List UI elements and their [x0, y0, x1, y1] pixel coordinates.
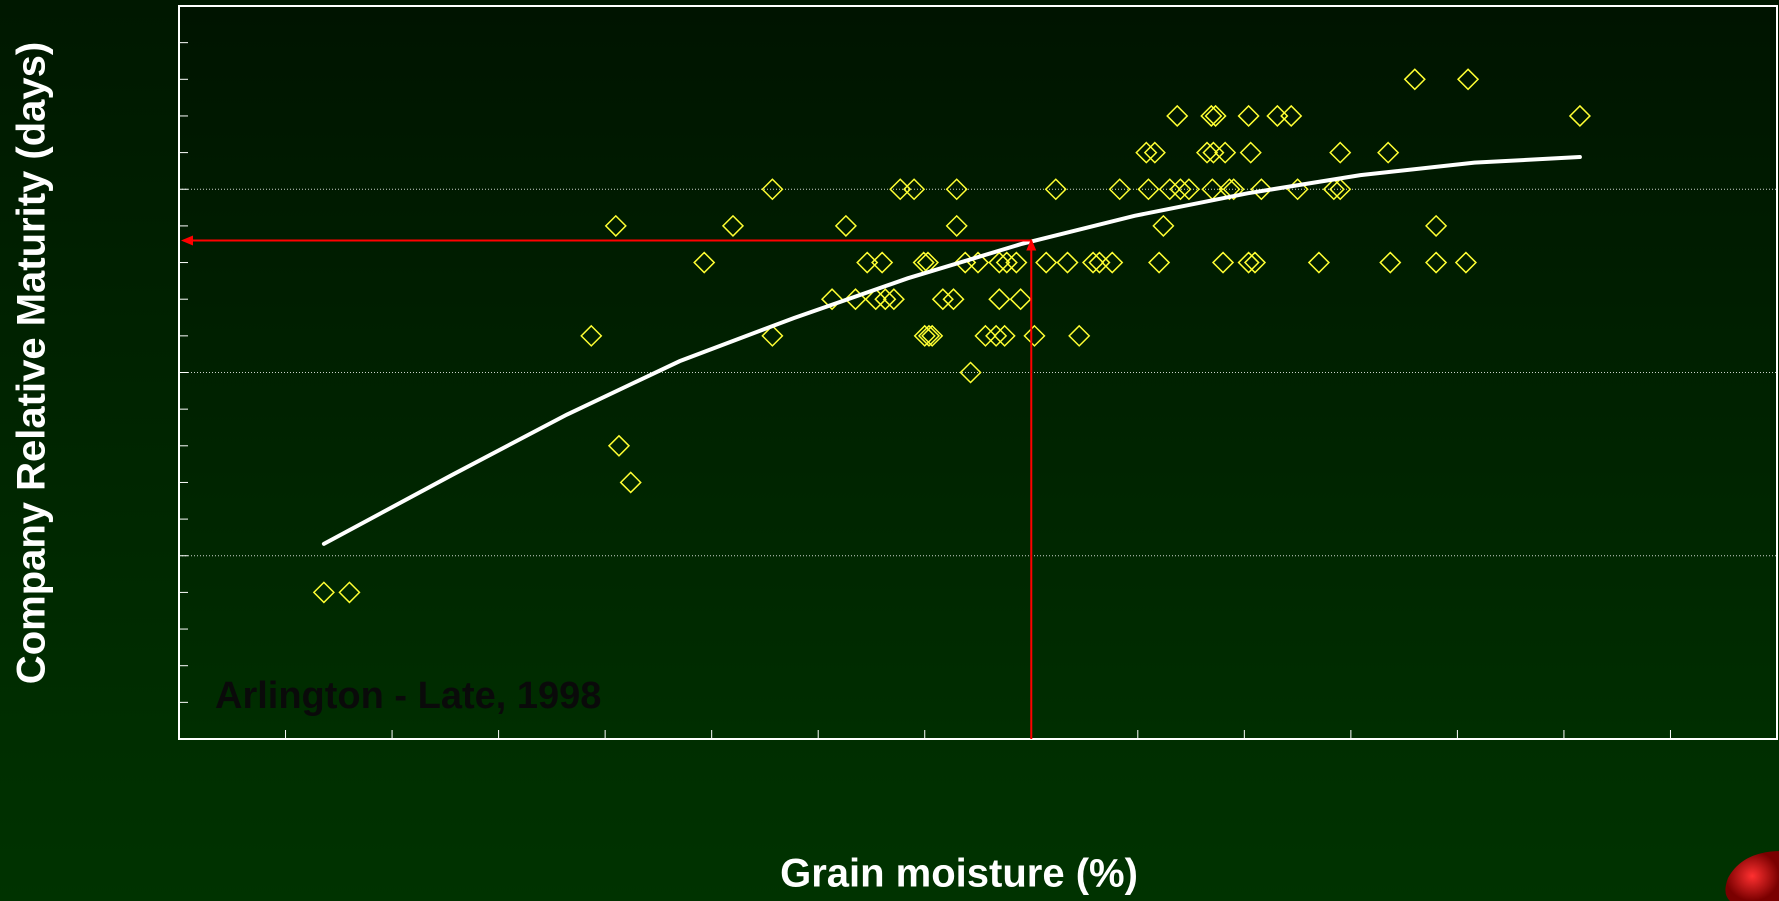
point: [995, 251, 1018, 274]
point: [1403, 68, 1426, 91]
reference-arrow-head: [181, 235, 193, 246]
point: [959, 361, 982, 384]
point: [1425, 251, 1448, 274]
point: [1166, 104, 1189, 128]
point: [945, 178, 968, 201]
point: [721, 214, 745, 237]
point: [1218, 178, 1241, 201]
point: [834, 214, 857, 237]
point: [921, 324, 944, 347]
point: [1250, 178, 1273, 201]
fit-line: [321, 154, 1582, 546]
point: [1425, 214, 1448, 237]
point: [993, 324, 1016, 347]
point: [761, 324, 784, 347]
point: [874, 288, 897, 311]
point: [917, 324, 941, 347]
point: [1169, 178, 1192, 201]
point: [988, 251, 1011, 274]
point: [1135, 141, 1158, 164]
point: [1056, 251, 1079, 274]
point: [1329, 141, 1352, 164]
point: [693, 251, 716, 274]
point: [1204, 104, 1227, 128]
point: [1222, 178, 1245, 201]
point: [1200, 104, 1223, 128]
point: [1239, 141, 1262, 164]
point: [1101, 251, 1124, 274]
point: [1214, 141, 1237, 164]
point: [1148, 251, 1171, 274]
point: [607, 434, 631, 457]
point: [338, 581, 361, 604]
point: [985, 324, 1008, 347]
point: [974, 324, 997, 347]
point: [1243, 251, 1267, 274]
point: [1158, 178, 1181, 201]
point: [820, 288, 844, 311]
point: [1152, 214, 1175, 237]
point: [1143, 141, 1166, 164]
logo-decoration: [1725, 851, 1779, 901]
point: [856, 251, 879, 274]
point: [1211, 251, 1235, 274]
point: [1023, 324, 1046, 347]
point: [1035, 251, 1058, 274]
point: [913, 324, 936, 347]
annotation: Arlington - Late, 1998: [215, 675, 601, 717]
point: [988, 288, 1011, 311]
point: [580, 324, 603, 347]
point: [1280, 104, 1303, 128]
point: [1068, 324, 1091, 347]
point: [882, 288, 905, 311]
point: [312, 581, 335, 604]
x-axis-label: Grain moisture (%): [780, 852, 1138, 896]
point: [1454, 251, 1477, 274]
point: [1568, 104, 1591, 128]
point: [1456, 68, 1480, 91]
point: [1177, 178, 1201, 201]
point: [1307, 251, 1330, 274]
point: [945, 214, 968, 237]
plot-frame: [178, 5, 1778, 740]
point: [1202, 141, 1225, 164]
point: [1195, 141, 1219, 164]
point: [931, 288, 954, 311]
point: [1377, 141, 1400, 164]
point: [1237, 251, 1260, 274]
point: [619, 471, 642, 494]
point: [761, 178, 784, 201]
point: [1379, 251, 1402, 274]
point: [1005, 251, 1028, 274]
point: [1081, 251, 1105, 274]
point: [1322, 178, 1345, 201]
point: [1044, 178, 1067, 201]
point: [1137, 178, 1160, 201]
point: [864, 288, 887, 311]
point: [942, 288, 965, 311]
point: [903, 178, 926, 201]
point: [1329, 178, 1352, 201]
point: [1237, 104, 1260, 128]
reference-arrow-head: [1026, 238, 1037, 251]
point: [604, 214, 627, 237]
y-axis-label: Company Relative Maturity (days): [10, 42, 54, 684]
point: [1009, 288, 1032, 311]
point: [1108, 178, 1131, 201]
point: [871, 251, 894, 274]
